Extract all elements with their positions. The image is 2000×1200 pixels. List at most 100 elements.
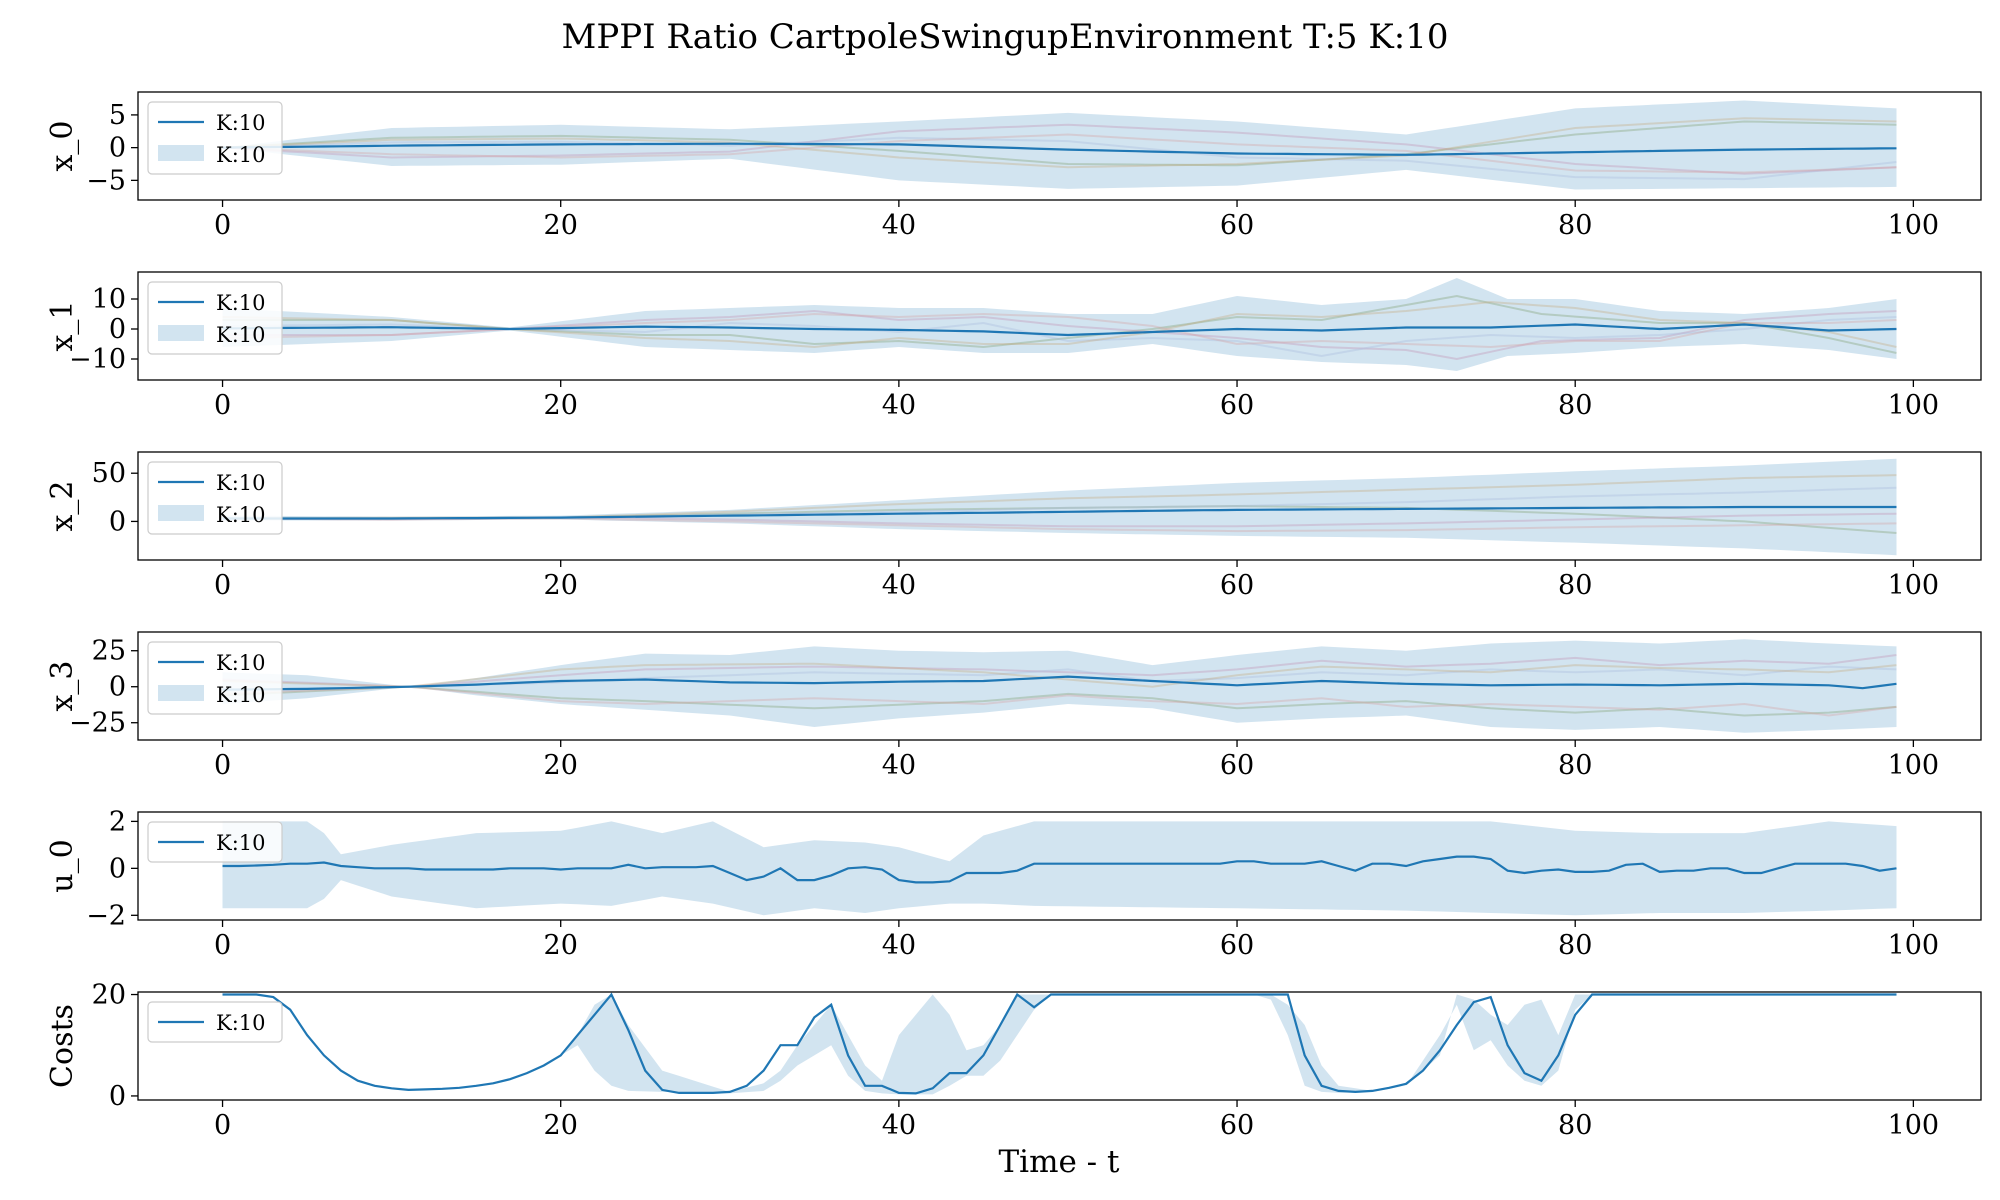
x-tick-label: 100 xyxy=(1888,570,1940,601)
legend-label: K:10 xyxy=(216,1011,266,1035)
x-tick-label: 80 xyxy=(1558,750,1592,781)
x-tick-label: 20 xyxy=(544,930,578,961)
sample-trajectory-1 xyxy=(222,654,1897,688)
x-tick-label: 100 xyxy=(1888,1110,1940,1141)
y-tick-label: −2 xyxy=(86,900,126,931)
legend-label: K:10 xyxy=(216,143,266,167)
y-axis-label: Costs xyxy=(45,1004,80,1088)
mean-line xyxy=(222,323,1897,337)
x-axis-label: Time - t xyxy=(999,1144,1121,1180)
legend-band-swatch xyxy=(158,325,204,341)
subplot-x-3: 0 20 40 60 80 100 25 0 −25x_3 K:10 K:10 xyxy=(45,631,1982,781)
y-tick-label: 0 xyxy=(109,853,126,884)
x-tick-label: 20 xyxy=(544,1110,578,1141)
sample-trajectory-0 xyxy=(222,120,1897,167)
legend-frame xyxy=(147,1001,283,1043)
mean-line xyxy=(222,992,1897,1095)
plot-area xyxy=(222,821,1897,916)
y-tick-label: 0 xyxy=(109,133,126,164)
legend-band-swatch xyxy=(158,145,204,161)
confidence-band xyxy=(222,639,1897,733)
confidence-band xyxy=(222,821,1897,916)
legend-label: K:10 xyxy=(216,323,266,347)
y-tick-label: 0 xyxy=(109,314,126,345)
x-tick-label: 20 xyxy=(544,570,578,601)
legend-label: K:10 xyxy=(216,503,266,527)
legend-frame xyxy=(147,461,283,535)
y-axis-label: x_2 xyxy=(45,480,80,531)
axes-frame xyxy=(137,991,1982,1101)
x-tick-label: 60 xyxy=(1220,930,1254,961)
confidence-band xyxy=(222,994,1897,1095)
y-tick-label: 10 xyxy=(92,284,126,315)
legend-frame xyxy=(147,101,283,175)
x-tick-label: 80 xyxy=(1558,210,1592,241)
x-tick-label: 100 xyxy=(1888,390,1940,421)
sample-trajectory-4 xyxy=(222,685,1897,717)
x-tick-label: 60 xyxy=(1220,570,1254,601)
x-tick-label: 40 xyxy=(882,390,916,421)
legend-band-swatch xyxy=(158,685,204,701)
y-axis-label: x_0 xyxy=(45,120,80,171)
y-tick-label: −5 xyxy=(86,165,126,196)
plot-area xyxy=(222,639,1897,733)
x-tick-label: 0 xyxy=(214,1110,231,1141)
sample-trajectory-2 xyxy=(222,136,1897,181)
x-tick-label: 0 xyxy=(214,750,231,781)
x-tick-label: 80 xyxy=(1558,390,1592,421)
y-tick-label: 5 xyxy=(109,100,126,131)
subplot-x-2: 0 20 40 60 80 100 50 0 x_2 K:10 K:10 xyxy=(45,451,1982,601)
x-tick-label: 20 xyxy=(544,210,578,241)
legend-label: K:10 xyxy=(216,471,266,495)
y-tick-label: 50 xyxy=(92,458,126,489)
figure-title: MPPI Ratio CartpoleSwingupEnvironment T:… xyxy=(562,17,1449,57)
legend-frame xyxy=(147,641,283,715)
mean-line xyxy=(222,675,1897,691)
confidence-band xyxy=(222,278,1897,371)
legend-frame xyxy=(147,281,283,355)
legend-label: K:10 xyxy=(216,651,266,675)
y-axis-label: x_1 xyxy=(45,300,80,351)
x-tick-label: 0 xyxy=(214,390,231,421)
y-tick-label: 20 xyxy=(92,980,126,1011)
sample-trajectory-3 xyxy=(222,117,1897,169)
sample-trajectory-3 xyxy=(222,662,1897,688)
y-axis-label: x_3 xyxy=(45,660,80,711)
x-tick-label: 80 xyxy=(1558,1110,1592,1141)
legend-label: K:10 xyxy=(216,291,266,315)
y-tick-label: 0 xyxy=(109,672,126,703)
axes-frame xyxy=(137,631,1982,741)
axes-frame xyxy=(137,91,1982,201)
legend-label: K:10 xyxy=(216,683,266,707)
axes-frame xyxy=(137,271,1982,381)
x-tick-label: 100 xyxy=(1888,210,1940,241)
legend: K:10 K:10 xyxy=(147,101,283,175)
confidence-band xyxy=(222,100,1897,190)
x-tick-label: 40 xyxy=(882,210,916,241)
mean-line xyxy=(222,142,1897,156)
x-tick-label: 40 xyxy=(882,750,916,781)
sample-trajectory-0 xyxy=(222,685,1897,717)
legend-band-swatch xyxy=(158,505,204,521)
x-tick-label: 0 xyxy=(214,210,231,241)
sample-trajectory-4 xyxy=(222,133,1897,174)
x-tick-label: 60 xyxy=(1220,750,1254,781)
x-tick-label: 60 xyxy=(1220,390,1254,421)
y-axis-label: u_0 xyxy=(45,839,80,892)
x-tick-label: 100 xyxy=(1888,750,1940,781)
x-tick-label: 0 xyxy=(214,570,231,601)
legend: K:10 K:10 xyxy=(147,281,283,355)
y-tick-label: −25 xyxy=(69,708,126,739)
x-tick-label: 80 xyxy=(1558,570,1592,601)
confidence-band xyxy=(222,458,1897,556)
x-tick-label: 40 xyxy=(882,1110,916,1141)
plot-area xyxy=(222,992,1897,1095)
mean-line xyxy=(222,855,1897,884)
legend: K:10 xyxy=(147,821,283,863)
x-tick-label: 100 xyxy=(1888,930,1940,961)
legend-label: K:10 xyxy=(216,111,266,135)
